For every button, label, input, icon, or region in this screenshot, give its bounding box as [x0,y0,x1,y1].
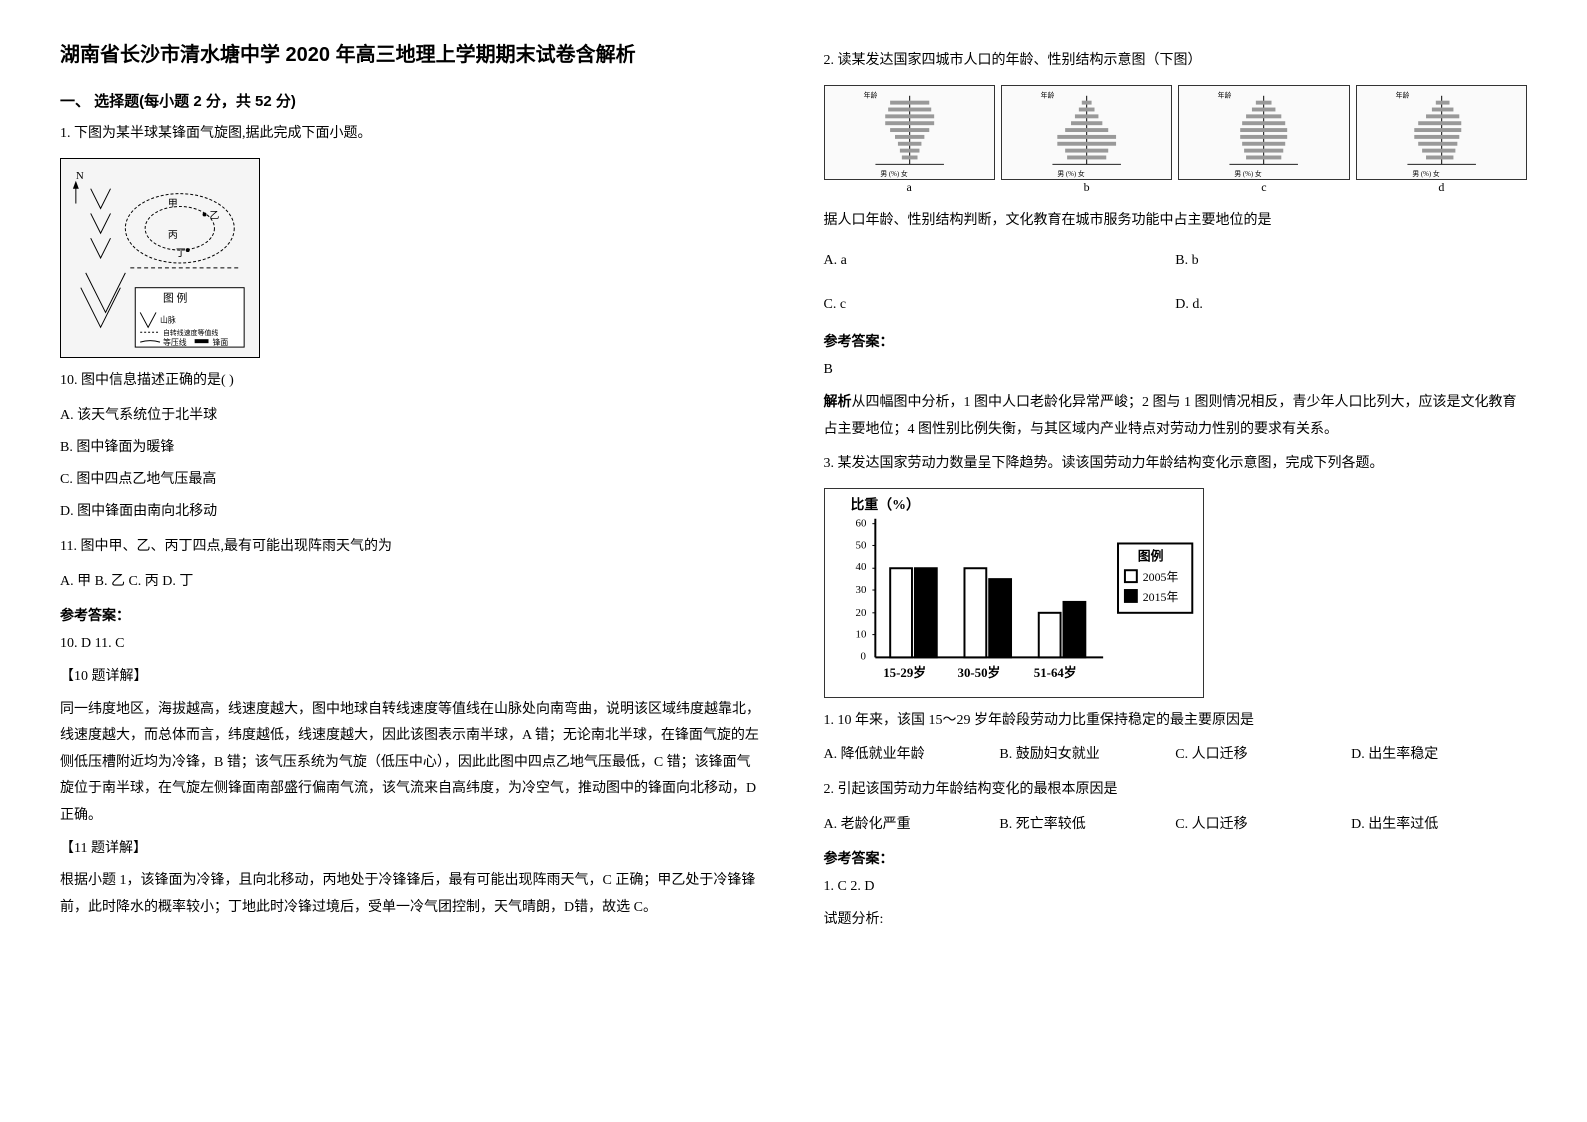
q3-1-c: C. 人口迁移 [1175,742,1351,769]
pyramid-label-a: a [907,180,912,195]
q3-2-d: D. 出生率过低 [1351,812,1527,839]
svg-text:男 (%) 女: 男 (%) 女 [880,169,908,178]
pyramid-label-b: b [1084,180,1090,195]
q2-opt-b: B. b [1175,244,1527,278]
svg-text:20: 20 [855,607,866,619]
q2-pyramids: 年龄 男 (%) 女 a 年龄 男 (%) 女 b [824,85,1528,180]
q1-figure: N 甲 乙 丙 丁 图 例 山脉 自转线速度等值线 等压线 锋面 [60,158,260,358]
q2-opt-c: C. c [824,288,1176,322]
svg-text:年龄: 年龄 [1218,90,1232,99]
svg-text:锋面: 锋面 [212,337,228,347]
q3-2-c: C. 人口迁移 [1175,812,1351,839]
q1-opts10: A. 该天气系统位于北半球 B. 图中锋面为暖锋 C. 图中四点乙地气压最高 D… [60,402,764,526]
opt-b: B. 图中锋面为暖锋 [60,434,764,462]
q2-opts-row1: A. a B. b [824,244,1528,278]
pyramid-a: 年龄 男 (%) 女 a [824,85,995,180]
svg-text:60: 60 [855,517,866,529]
svg-text:等压线: 等压线 [163,337,187,347]
q3-opts1: A. 降低就业年龄 B. 鼓励妇女就业 C. 人口迁移 D. 出生率稳定 [824,742,1528,769]
opt-d: D. 图中锋面由南向北移动 [60,498,764,526]
analysis-label: 解析 [824,395,852,410]
pyramid-c: 年龄 男 (%) 女 c [1178,85,1349,180]
svg-text:2015年: 2015年 [1142,590,1178,604]
q3-1-b: B. 鼓励妇女就业 [999,742,1175,769]
pyramid-b: 年龄 男 (%) 女 b [1001,85,1172,180]
svg-text:年龄: 年龄 [1395,90,1409,99]
answer-label: 参考答案： [60,605,764,625]
svg-text:年龄: 年龄 [863,90,877,99]
left-column: 湖南省长沙市清水塘中学 2020 年高三地理上学期期末试卷含解析 一、 选择题(… [60,40,764,939]
svg-text:甲: 甲 [168,198,178,209]
q2-opt-a: A. a [824,244,1176,278]
svg-text:2005年: 2005年 [1142,570,1178,584]
q2-opts-row2: C. c D. d. [824,288,1528,322]
q3-sub1: 1. 10 年来，该国 15～29 岁年龄段劳动力比重保持稳定的最主要原因是 [824,708,1528,735]
svg-text:男 (%) 女: 男 (%) 女 [1235,169,1263,178]
detail10-text: 同一纬度地区，海拔越高，线速度越大，图中地球自转线速度等值线在山脉处向南弯曲，说… [60,697,764,830]
q3-1-d: D. 出生率稳定 [1351,742,1527,769]
svg-text:自转线速度等值线: 自转线速度等值线 [163,328,218,337]
q3-2-b: B. 死亡率较低 [999,812,1175,839]
q3-sub2: 2. 引起该国劳动力年龄结构变化的最根本原因是 [824,777,1528,804]
opt-a: A. 该天气系统位于北半球 [60,402,764,430]
detail10-label: 【10 题详解】 [60,664,764,691]
q3-chart: 比重（%） 60 50 40 30 20 10 0 15-29岁 30-50岁 … [824,488,1204,698]
svg-text:丙: 丙 [168,230,178,241]
pyramid-label-c: c [1261,180,1266,195]
q3-stem: 3. 某发达国家劳动力数量呈下降趋势。读该国劳动力年龄结构变化示意图，完成下列各… [824,451,1528,478]
svg-text:10: 10 [855,628,866,640]
svg-text:男 (%) 女: 男 (%) 女 [1057,169,1085,178]
svg-text:山脉: 山脉 [160,314,176,324]
document-title: 湖南省长沙市清水塘中学 2020 年高三地理上学期期末试卷含解析 [60,40,764,70]
svg-text:图例: 图例 [1137,548,1163,563]
q3-answer-label: 参考答案： [824,848,1528,868]
svg-text:50: 50 [855,539,866,551]
detail11-label: 【11 题详解】 [60,836,764,863]
q2-answer: B [824,357,1528,384]
q3-1-a: A. 降低就业年龄 [824,742,1000,769]
svg-text:30: 30 [855,584,866,596]
analysis-body: 从四幅图中分析，1 图中人口老龄化异常严峻；2 图与 1 图则情况相反，青少年人… [824,395,1517,437]
svg-text:图 例: 图 例 [163,290,188,304]
q1-sub10: 10. 图中信息描述正确的是( ) [60,368,764,395]
q1-answer: 10. D 11. C [60,631,764,658]
pyramid-d: 年龄 男 (%) 女 d [1356,85,1527,180]
q2-answer-label: 参考答案： [824,331,1528,351]
q1-stem: 1. 下图为某半球某锋面气旋图,据此完成下面小题。 [60,121,764,148]
chart-title: 比重（%） [850,496,919,512]
svg-text:乙: 乙 [210,209,220,221]
pyramid-label-d: d [1438,180,1444,195]
q3-opts2: A. 老龄化严重 B. 死亡率较低 C. 人口迁移 D. 出生率过低 [824,812,1528,839]
q2-stem: 2. 读某发达国家四城市人口的年龄、性别结构示意图（下图） [824,48,1528,75]
svg-text:15-29岁: 15-29岁 [883,665,926,680]
q1-sub11: 11. 图中甲、乙、丙丁四点,最有可能出现阵雨天气的为 [60,534,764,561]
q3-2-a: A. 老龄化严重 [824,812,1000,839]
svg-text:51-64岁: 51-64岁 [1033,665,1076,680]
q1-opts11: A. 甲 B. 乙 C. 丙 D. 丁 [60,569,764,596]
q3-answer: 1. C 2. D [824,874,1528,901]
svg-text:30-50岁: 30-50岁 [957,665,1000,680]
q2-analysis: 解析从四幅图中分析，1 图中人口老龄化异常严峻；2 图与 1 图则情况相反，青少… [824,390,1528,443]
right-column: 2. 读某发达国家四城市人口的年龄、性别结构示意图（下图） 年龄 男 (%) 女… [824,40,1528,939]
svg-text:丁: 丁 [176,248,186,259]
svg-text:N: N [76,169,84,181]
svg-text:年龄: 年龄 [1041,90,1055,99]
detail11-text: 根据小题 1，该锋面为冷锋，且向北移动，丙地处于冷锋锋后，最有可能出现阵雨天气，… [60,868,764,921]
q2-sub: 据人口年龄、性别结构判断，文化教育在城市服务功能中占主要地位的是 [824,208,1528,235]
q3-analysis-label: 试题分析: [824,907,1528,934]
section-header: 一、 选择题(每小题 2 分，共 52 分) [60,90,764,111]
svg-text:40: 40 [855,561,866,573]
opt-c: C. 图中四点乙地气压最高 [60,466,764,494]
q2-opt-d: D. d. [1175,288,1527,322]
svg-text:男 (%) 女: 男 (%) 女 [1412,169,1440,178]
svg-text:0: 0 [860,650,866,662]
